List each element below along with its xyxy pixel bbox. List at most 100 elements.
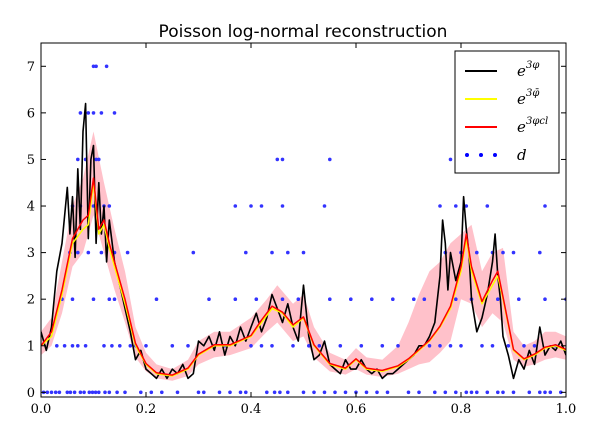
- data-point: [217, 390, 222, 395]
- data-point: [501, 250, 505, 255]
- x-tick-label: 0.4: [241, 402, 262, 417]
- data-point: [301, 250, 306, 255]
- data-point: [322, 204, 327, 208]
- data-point: [125, 250, 130, 255]
- data-point: [97, 157, 101, 162]
- data-point: [112, 297, 117, 302]
- data-point: [110, 344, 114, 348]
- data-point: [238, 390, 243, 395]
- data-point: [280, 157, 285, 162]
- data-point: [380, 344, 385, 348]
- y-tick-label: 7: [27, 60, 35, 75]
- data-point: [301, 390, 306, 395]
- data-point: [286, 390, 290, 395]
- y-tick-label: 1: [27, 339, 35, 354]
- data-point: [375, 390, 379, 395]
- data-point: [191, 250, 196, 255]
- data-point: [464, 390, 469, 395]
- legend-swatch-dot: [465, 153, 469, 157]
- data-point: [328, 297, 332, 302]
- data-point: [102, 344, 106, 348]
- legend-label: d: [517, 146, 527, 164]
- data-point: [511, 250, 516, 255]
- legend-swatch-dot: [479, 153, 483, 157]
- data-point: [343, 390, 348, 395]
- data-point: [559, 390, 563, 395]
- data-point: [99, 111, 104, 115]
- data-point: [272, 390, 277, 395]
- data-point: [249, 204, 253, 208]
- data-point: [270, 344, 274, 348]
- data-point: [464, 204, 469, 208]
- data-point: [107, 297, 112, 302]
- ticks-layer: 0.0 0.2 0.4 0.6 0.8 1.0 0 1 2 3 4 5 6 7: [27, 43, 577, 417]
- data-point: [87, 390, 92, 395]
- data-point: [49, 390, 54, 395]
- data-point: [186, 344, 190, 348]
- data-point: [233, 297, 238, 302]
- data-point: [128, 344, 133, 348]
- data-point: [62, 344, 67, 348]
- data-point: [433, 390, 437, 395]
- y-tick-label: 6: [27, 106, 35, 121]
- data-point: [454, 204, 458, 208]
- data-point: [427, 344, 432, 348]
- data-point: [543, 297, 547, 302]
- data-point: [65, 390, 70, 395]
- plot-area: [41, 64, 566, 395]
- data-point: [91, 297, 96, 302]
- data-point: [196, 390, 201, 395]
- data-point: [391, 297, 395, 302]
- data-point: [501, 390, 505, 395]
- y-tick-label: 5: [27, 153, 35, 168]
- data-point: [543, 390, 547, 395]
- data-point: [422, 297, 427, 302]
- data-point: [259, 204, 264, 208]
- data-point: [104, 64, 109, 69]
- x-tick-label: 1.0: [556, 402, 577, 417]
- data-point: [244, 390, 248, 395]
- series-line-mean: [41, 181, 566, 377]
- data-point: [548, 390, 553, 395]
- data-point: [97, 390, 101, 395]
- data-point: [86, 111, 91, 115]
- data-point: [149, 390, 154, 395]
- data-point: [543, 204, 547, 208]
- data-point: [254, 297, 259, 302]
- data-point: [278, 390, 282, 395]
- series-lines-layer: [41, 102, 566, 380]
- data-point: [448, 157, 453, 162]
- data-point: [233, 204, 238, 208]
- data-point: [78, 390, 83, 395]
- data-point: [259, 344, 264, 348]
- data-point: [359, 344, 364, 348]
- data-point: [469, 390, 474, 395]
- data-point: [522, 344, 526, 348]
- data-point: [139, 390, 143, 395]
- data-point: [45, 390, 50, 395]
- data-point: [538, 250, 542, 255]
- axes-frame: [40, 42, 567, 398]
- data-point: [417, 390, 421, 395]
- data-point: [244, 250, 248, 255]
- legend-label-superscript: 3φcl: [526, 116, 548, 127]
- data-point: [385, 390, 390, 395]
- data-point: [349, 297, 353, 302]
- legend-box: [454, 50, 560, 174]
- data-point: [270, 250, 274, 255]
- data-point: [123, 390, 127, 395]
- data-point: [448, 344, 453, 348]
- data-point: [480, 344, 484, 348]
- data-point: [511, 390, 516, 395]
- legend-label: e: [517, 118, 526, 136]
- data-point: [57, 390, 62, 395]
- data-point: [485, 390, 490, 395]
- data-point: [94, 157, 98, 162]
- data-point: [76, 250, 80, 255]
- legend-label: e: [517, 90, 526, 108]
- legend-swatch-dot: [493, 153, 497, 157]
- data-point: [202, 390, 206, 395]
- data-point: [328, 157, 332, 162]
- x-tick-label: 0.6: [346, 402, 367, 417]
- data-point: [228, 390, 232, 395]
